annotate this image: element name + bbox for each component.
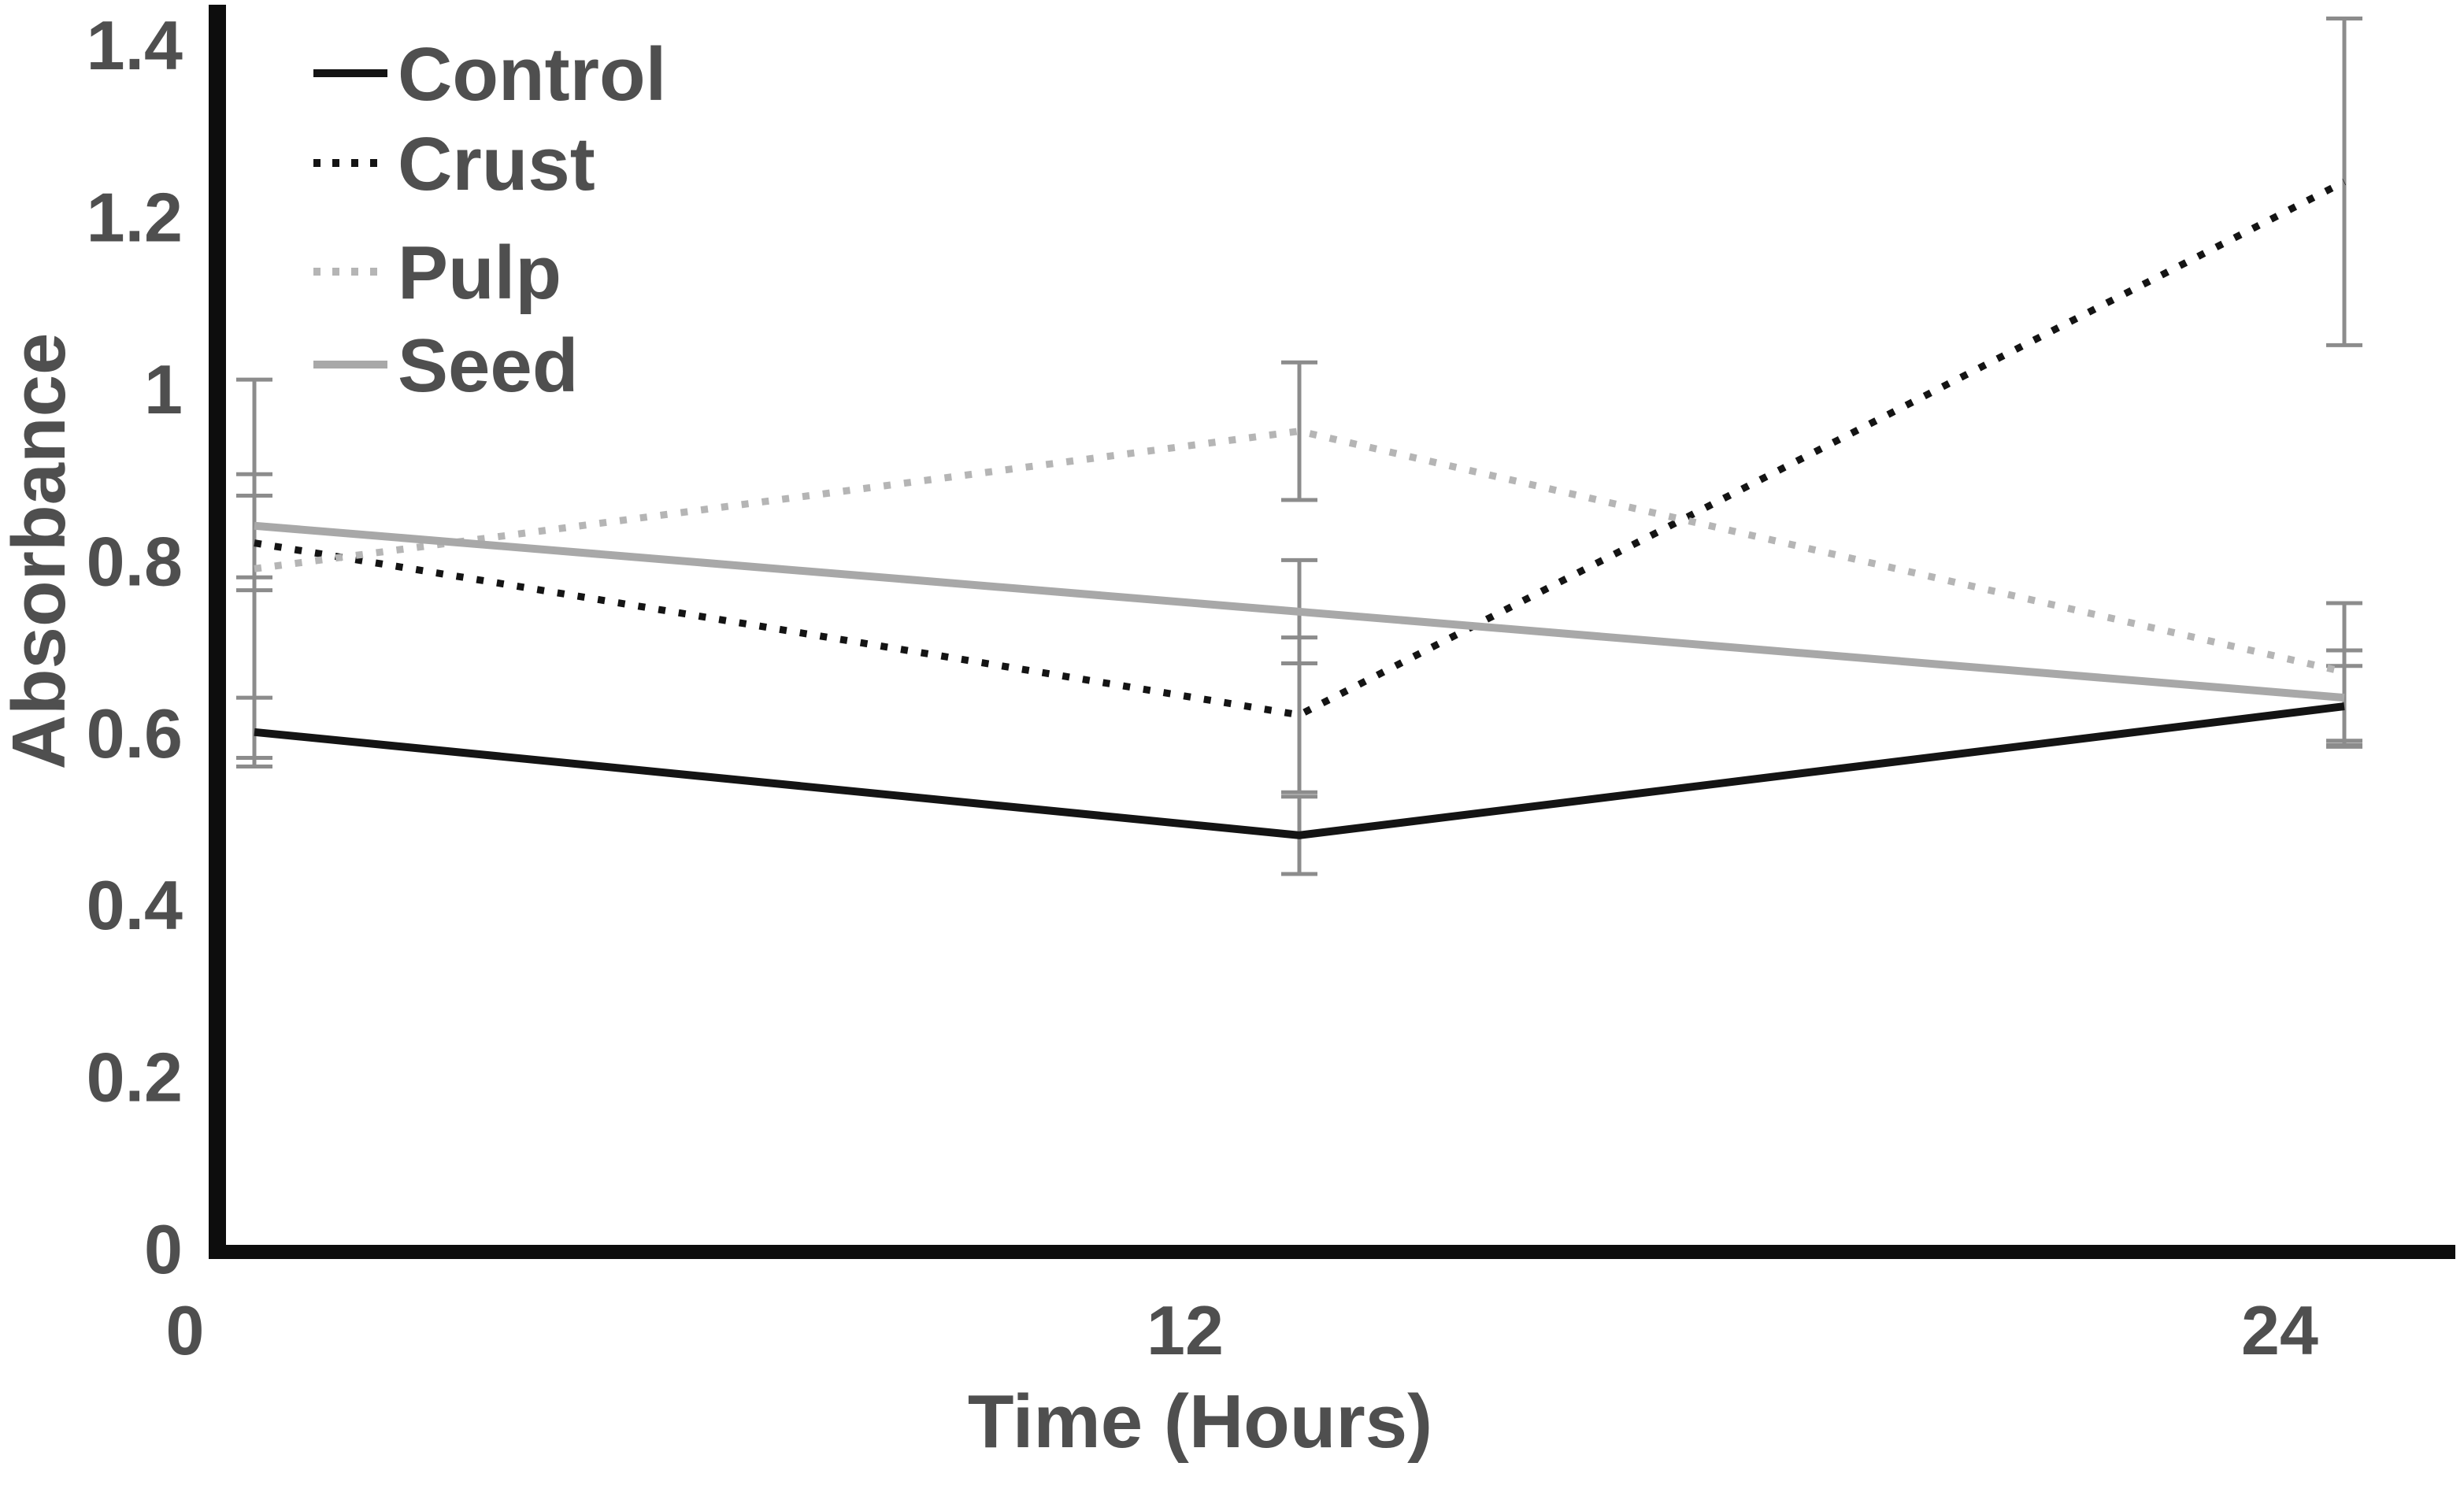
legend-item-pulp: Pulp [313,231,561,315]
series-line-control [254,702,2345,839]
y-axis-tick-labels: 0 0.2 0.4 0.6 0.8 1 1.2 1.4 [87,6,183,1288]
legend-item-seed: Seed [313,324,578,408]
y-axis-tick-label: 0.2 [87,1039,183,1117]
x-axis-tick-label: 0 [166,1291,205,1369]
error-bar [1281,360,1317,502]
y-axis-tick-label: 0.6 [87,694,183,772]
x-axis-title: Time (Hours) [968,1379,1432,1464]
y-axis-tick-label: 0.4 [87,866,183,944]
series-line-crust [254,178,2347,719]
y-axis-tick-label: 0.8 [87,522,183,600]
y-axis-tick-label: 1.4 [87,6,183,84]
legend-item-control: Control [313,32,666,117]
x-axis-tick-label: 24 [2241,1291,2318,1369]
legend-label-pulp: Pulp [398,231,561,315]
y-axis-tick-label: 1 [144,350,183,428]
legend-label-crust: Crust [398,122,595,206]
x-axis-tick-label: 12 [1147,1291,1224,1369]
x-axis-tick-labels: 0 12 24 [166,1291,2318,1369]
series-lines [254,178,2347,839]
axes [209,5,2455,1259]
legend-label-control: Control [398,32,666,117]
series-line-pulp [254,428,2346,676]
y-axis-title: Absorbance [0,333,81,770]
legend-item-crust: Crust [313,122,595,206]
y-axis-tick-label: 0 [144,1210,183,1288]
y-axis-tick-label: 1.2 [87,179,183,257]
legend-label-seed: Seed [398,324,578,408]
series-line-seed [254,521,2345,702]
